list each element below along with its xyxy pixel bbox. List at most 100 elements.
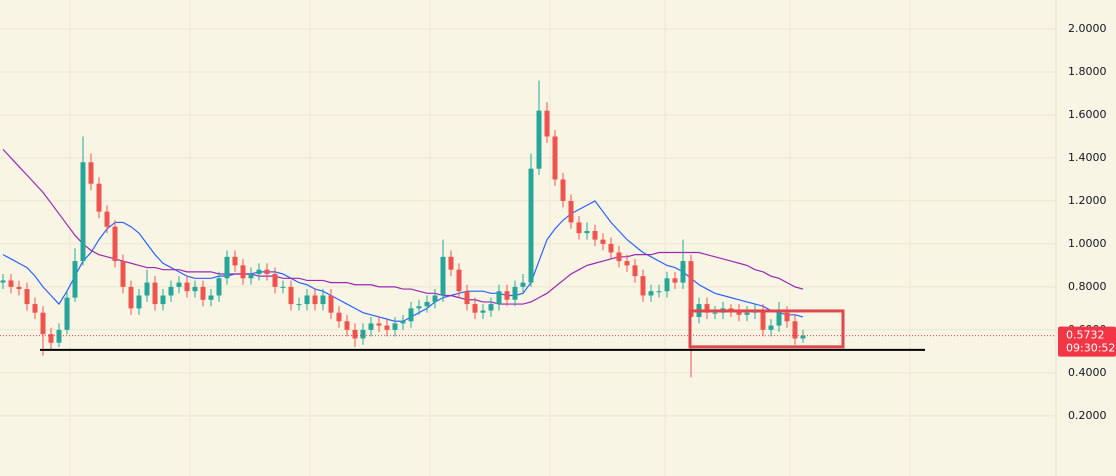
candle-body [296,304,302,306]
candle-body [672,278,678,283]
candle-body [384,325,390,330]
candle-body [504,291,510,300]
candle-body [440,256,446,296]
candle-body [144,282,150,296]
candle-body [192,286,198,292]
candle-body [184,282,190,292]
candle-body [48,334,54,343]
candle-body [40,312,46,335]
candle-body [712,312,718,314]
candle-body [728,308,734,311]
y-tick-label: 0.4000 [1068,366,1107,379]
candle-body [800,335,806,339]
candle-body [256,269,262,274]
candle-body [592,231,598,240]
candle-body [640,276,646,296]
candle-body [408,308,414,322]
candle-body [88,162,94,184]
candle-body [496,291,502,305]
candle-body [264,269,270,274]
candle-body [576,222,582,234]
price-label-box [1058,326,1116,357]
candle-body [400,321,406,324]
candle-body [272,273,278,287]
y-tick-label: 1.2000 [1068,194,1107,207]
candle-body [568,200,574,223]
candle-body [160,295,166,305]
candle-body [200,286,206,300]
candle-body [24,289,30,305]
candle-body [688,261,694,317]
candle-body [768,325,774,330]
y-tick-label: 2.0000 [1068,22,1107,35]
candle-body [600,239,606,244]
candle-body [136,295,142,309]
candle-body [312,295,318,305]
candle-body [80,162,86,262]
candle-body [704,304,710,313]
candle-body [392,323,398,330]
candle-body [736,310,742,315]
candle-body [544,110,550,137]
candle-body [560,179,566,201]
candle-body [648,291,654,296]
candle-body [72,261,78,298]
candle-body [288,286,294,305]
candle-body [744,312,750,315]
candle-body [128,286,134,309]
candle-body [328,295,334,313]
candle-body [432,295,438,302]
candle-body [8,280,14,287]
candle-body [456,269,462,292]
highlight-box [688,309,845,349]
candle-body [96,183,102,212]
candle-body [232,256,238,266]
candle-body [792,321,798,339]
candle-body [528,168,534,283]
candle-body [320,295,326,305]
candle-body [360,329,366,339]
candle-body [416,306,422,309]
y-tick-label: 1.6000 [1068,108,1107,121]
candle-body [608,243,614,253]
y-tick-label: 1.0000 [1068,237,1107,250]
candle-body [64,297,70,330]
candle-body [152,282,158,305]
candle-body [224,256,230,279]
candle-body [336,312,342,322]
candle-body [784,312,790,322]
candle-body [240,265,246,279]
candle-body [56,329,62,343]
candle-body [352,329,358,339]
candle-body [104,211,110,227]
candle-body [120,261,126,287]
countdown-label: 09:30:52 [1066,342,1115,355]
y-tick-label: 1.4000 [1068,151,1107,164]
candle-body [448,256,454,270]
candle-body [616,252,622,262]
vertical-grid [69,0,911,476]
candle-body [32,304,38,313]
candle-body [552,136,558,180]
candle-body [680,261,686,283]
candle-body [280,286,286,288]
candle-body [776,312,782,326]
last-price-label: 0.5732 [1066,329,1105,342]
candle-body [584,231,590,234]
candle-body [520,282,526,287]
candle-body [16,286,22,290]
candle-body [168,286,174,296]
candle-body [0,280,6,283]
y-tick-label: 1.8000 [1068,65,1107,78]
candle-body [376,323,382,326]
candle-body [176,282,182,287]
candle-body [208,295,214,300]
candle-body [480,310,486,313]
candle-body [464,291,470,305]
candle-body [216,278,222,296]
candle-body [112,226,118,262]
y-tick-label: 0.2000 [1068,409,1107,422]
candle-body [488,304,494,311]
y-tick-label: 0.8000 [1068,280,1107,293]
